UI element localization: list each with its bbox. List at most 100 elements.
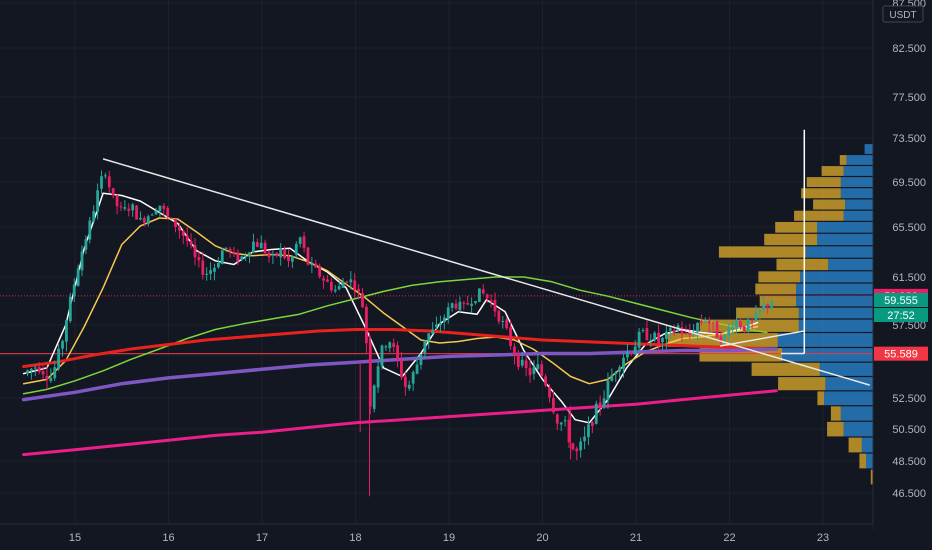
- candle-body: [146, 216, 150, 225]
- candle-body: [174, 218, 177, 228]
- price-tag: 59.555: [874, 293, 928, 307]
- candle-body: [442, 317, 446, 323]
- time-axis-panel[interactable]: [0, 524, 873, 550]
- candle-body: [723, 335, 727, 341]
- candle-body: [762, 304, 766, 310]
- y-tick-label: 52.500: [892, 393, 926, 405]
- candle-body: [754, 312, 758, 321]
- candle-body: [575, 448, 579, 452]
- candle-body: [201, 260, 205, 275]
- volume-bar-down: [801, 188, 841, 199]
- candle-body: [450, 303, 454, 308]
- candle-body: [96, 190, 99, 212]
- currency-badge[interactable]: USDT: [882, 5, 924, 23]
- candle-body: [641, 330, 645, 332]
- candle-body: [84, 239, 88, 250]
- candle-body: [333, 289, 337, 292]
- candle-body: [158, 205, 162, 212]
- candle-body: [41, 371, 45, 375]
- y-tick-label: 57.500: [892, 320, 926, 332]
- candle-body: [555, 414, 559, 424]
- candle-body: [497, 310, 501, 322]
- candle-body: [361, 293, 364, 308]
- volume-bar-up: [817, 221, 873, 233]
- trend-line: [720, 330, 805, 347]
- candle-body: [61, 341, 64, 349]
- price-tag-label: 55.589: [884, 349, 918, 361]
- price-axis-ticks: 46.50048.50050.50052.50055.50057.50061.5…: [892, 0, 926, 500]
- ma-line-magenta-ma: [22, 389, 778, 457]
- candle-body: [310, 263, 314, 266]
- candle-body: [758, 309, 762, 312]
- volume-bar-down: [859, 453, 866, 469]
- candle-body: [88, 220, 92, 240]
- candle-body: [224, 247, 228, 249]
- price-tag: 27:52: [874, 308, 928, 322]
- ma-line-purple-ma: [21, 347, 779, 402]
- candle-body: [349, 279, 353, 283]
- candle-body: [571, 443, 575, 450]
- candle-body: [162, 205, 166, 209]
- candle-body: [193, 244, 197, 258]
- candle-body: [290, 256, 294, 262]
- candle-body: [657, 332, 660, 344]
- price-tag-bg: [874, 308, 928, 322]
- candle-body: [579, 441, 583, 451]
- volume-bar-down: [839, 155, 847, 165]
- candle-body: [715, 321, 719, 338]
- candle-body: [407, 384, 411, 389]
- candle-body: [205, 273, 209, 275]
- candle-body: [26, 370, 29, 374]
- volume-bar-down: [764, 233, 817, 246]
- candle-body: [248, 252, 251, 257]
- candle-body: [735, 320, 738, 329]
- candle-body: [626, 351, 629, 358]
- candle-body: [532, 367, 536, 374]
- candle-body: [283, 249, 286, 259]
- x-tick-label: 20: [536, 532, 548, 544]
- price-axis-panel[interactable]: [873, 0, 932, 530]
- candle-body: [598, 402, 602, 406]
- candle-body: [326, 279, 329, 282]
- candle-body: [322, 278, 325, 281]
- price-tag-label: 59.555: [884, 295, 918, 307]
- candle-body: [131, 204, 135, 211]
- candle-body: [474, 301, 477, 304]
- volume-bar-down: [817, 391, 824, 406]
- volume-bar-down: [775, 221, 817, 233]
- x-tick-label: 19: [443, 532, 455, 544]
- candle-body: [645, 327, 649, 341]
- volume-bar-down: [759, 295, 796, 307]
- y-tick-label: 65.500: [892, 222, 926, 234]
- candle-body: [719, 336, 723, 343]
- candle-body: [411, 372, 415, 384]
- y-tick-label: 48.500: [892, 456, 926, 468]
- volume-bar-down: [870, 469, 873, 485]
- x-tick-label: 16: [162, 532, 174, 544]
- candle-body: [103, 175, 107, 177]
- y-tick-label: 46.500: [892, 488, 926, 500]
- ma-line-green-ma: [22, 276, 768, 395]
- candle-body: [127, 208, 131, 211]
- candle-body: [458, 301, 462, 311]
- candle-body: [439, 323, 442, 326]
- candle-body: [688, 331, 692, 335]
- candle-body: [388, 342, 392, 349]
- candle-body: [700, 321, 703, 323]
- candle-body: [746, 319, 750, 332]
- y-tick-label: 73.500: [892, 133, 926, 145]
- candle-body: [493, 299, 497, 312]
- candle-body: [742, 326, 746, 331]
- candle-body: [150, 214, 154, 216]
- candle-body: [154, 210, 158, 215]
- candle-body: [583, 436, 586, 442]
- candle-body: [37, 366, 41, 372]
- candle-body: [267, 252, 271, 258]
- candle-body: [49, 377, 53, 382]
- candle-body: [185, 235, 189, 241]
- volume-bar-up: [819, 362, 873, 376]
- candle-body: [181, 230, 185, 236]
- candle-body: [135, 205, 138, 220]
